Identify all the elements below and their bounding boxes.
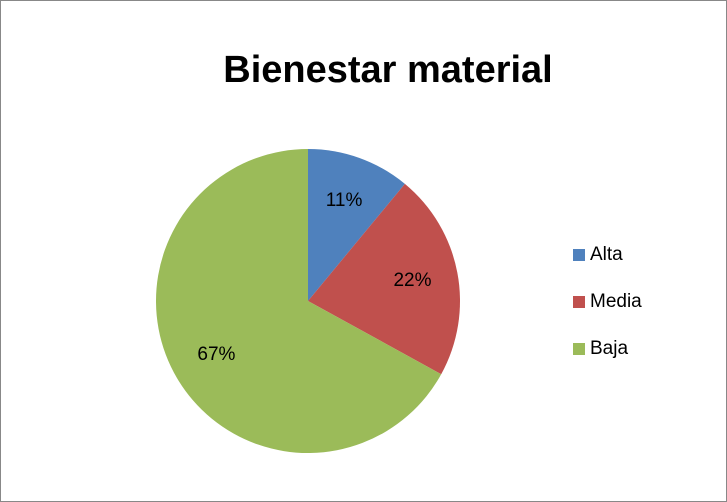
legend-label: Media	[590, 291, 642, 312]
legend-swatch	[573, 249, 585, 261]
chart-title: Bienestar material	[223, 49, 553, 91]
legend-swatch	[573, 296, 585, 308]
data-label: 11%	[326, 190, 363, 211]
pie-slice	[155, 149, 442, 453]
legend-label: Alta	[590, 244, 623, 265]
legend-label: Baja	[590, 338, 628, 359]
legend-swatch	[573, 343, 585, 355]
pie-slice	[308, 149, 405, 301]
pie-slice	[308, 183, 460, 375]
data-label: 22%	[393, 270, 431, 291]
data-label: 67%	[197, 344, 235, 365]
